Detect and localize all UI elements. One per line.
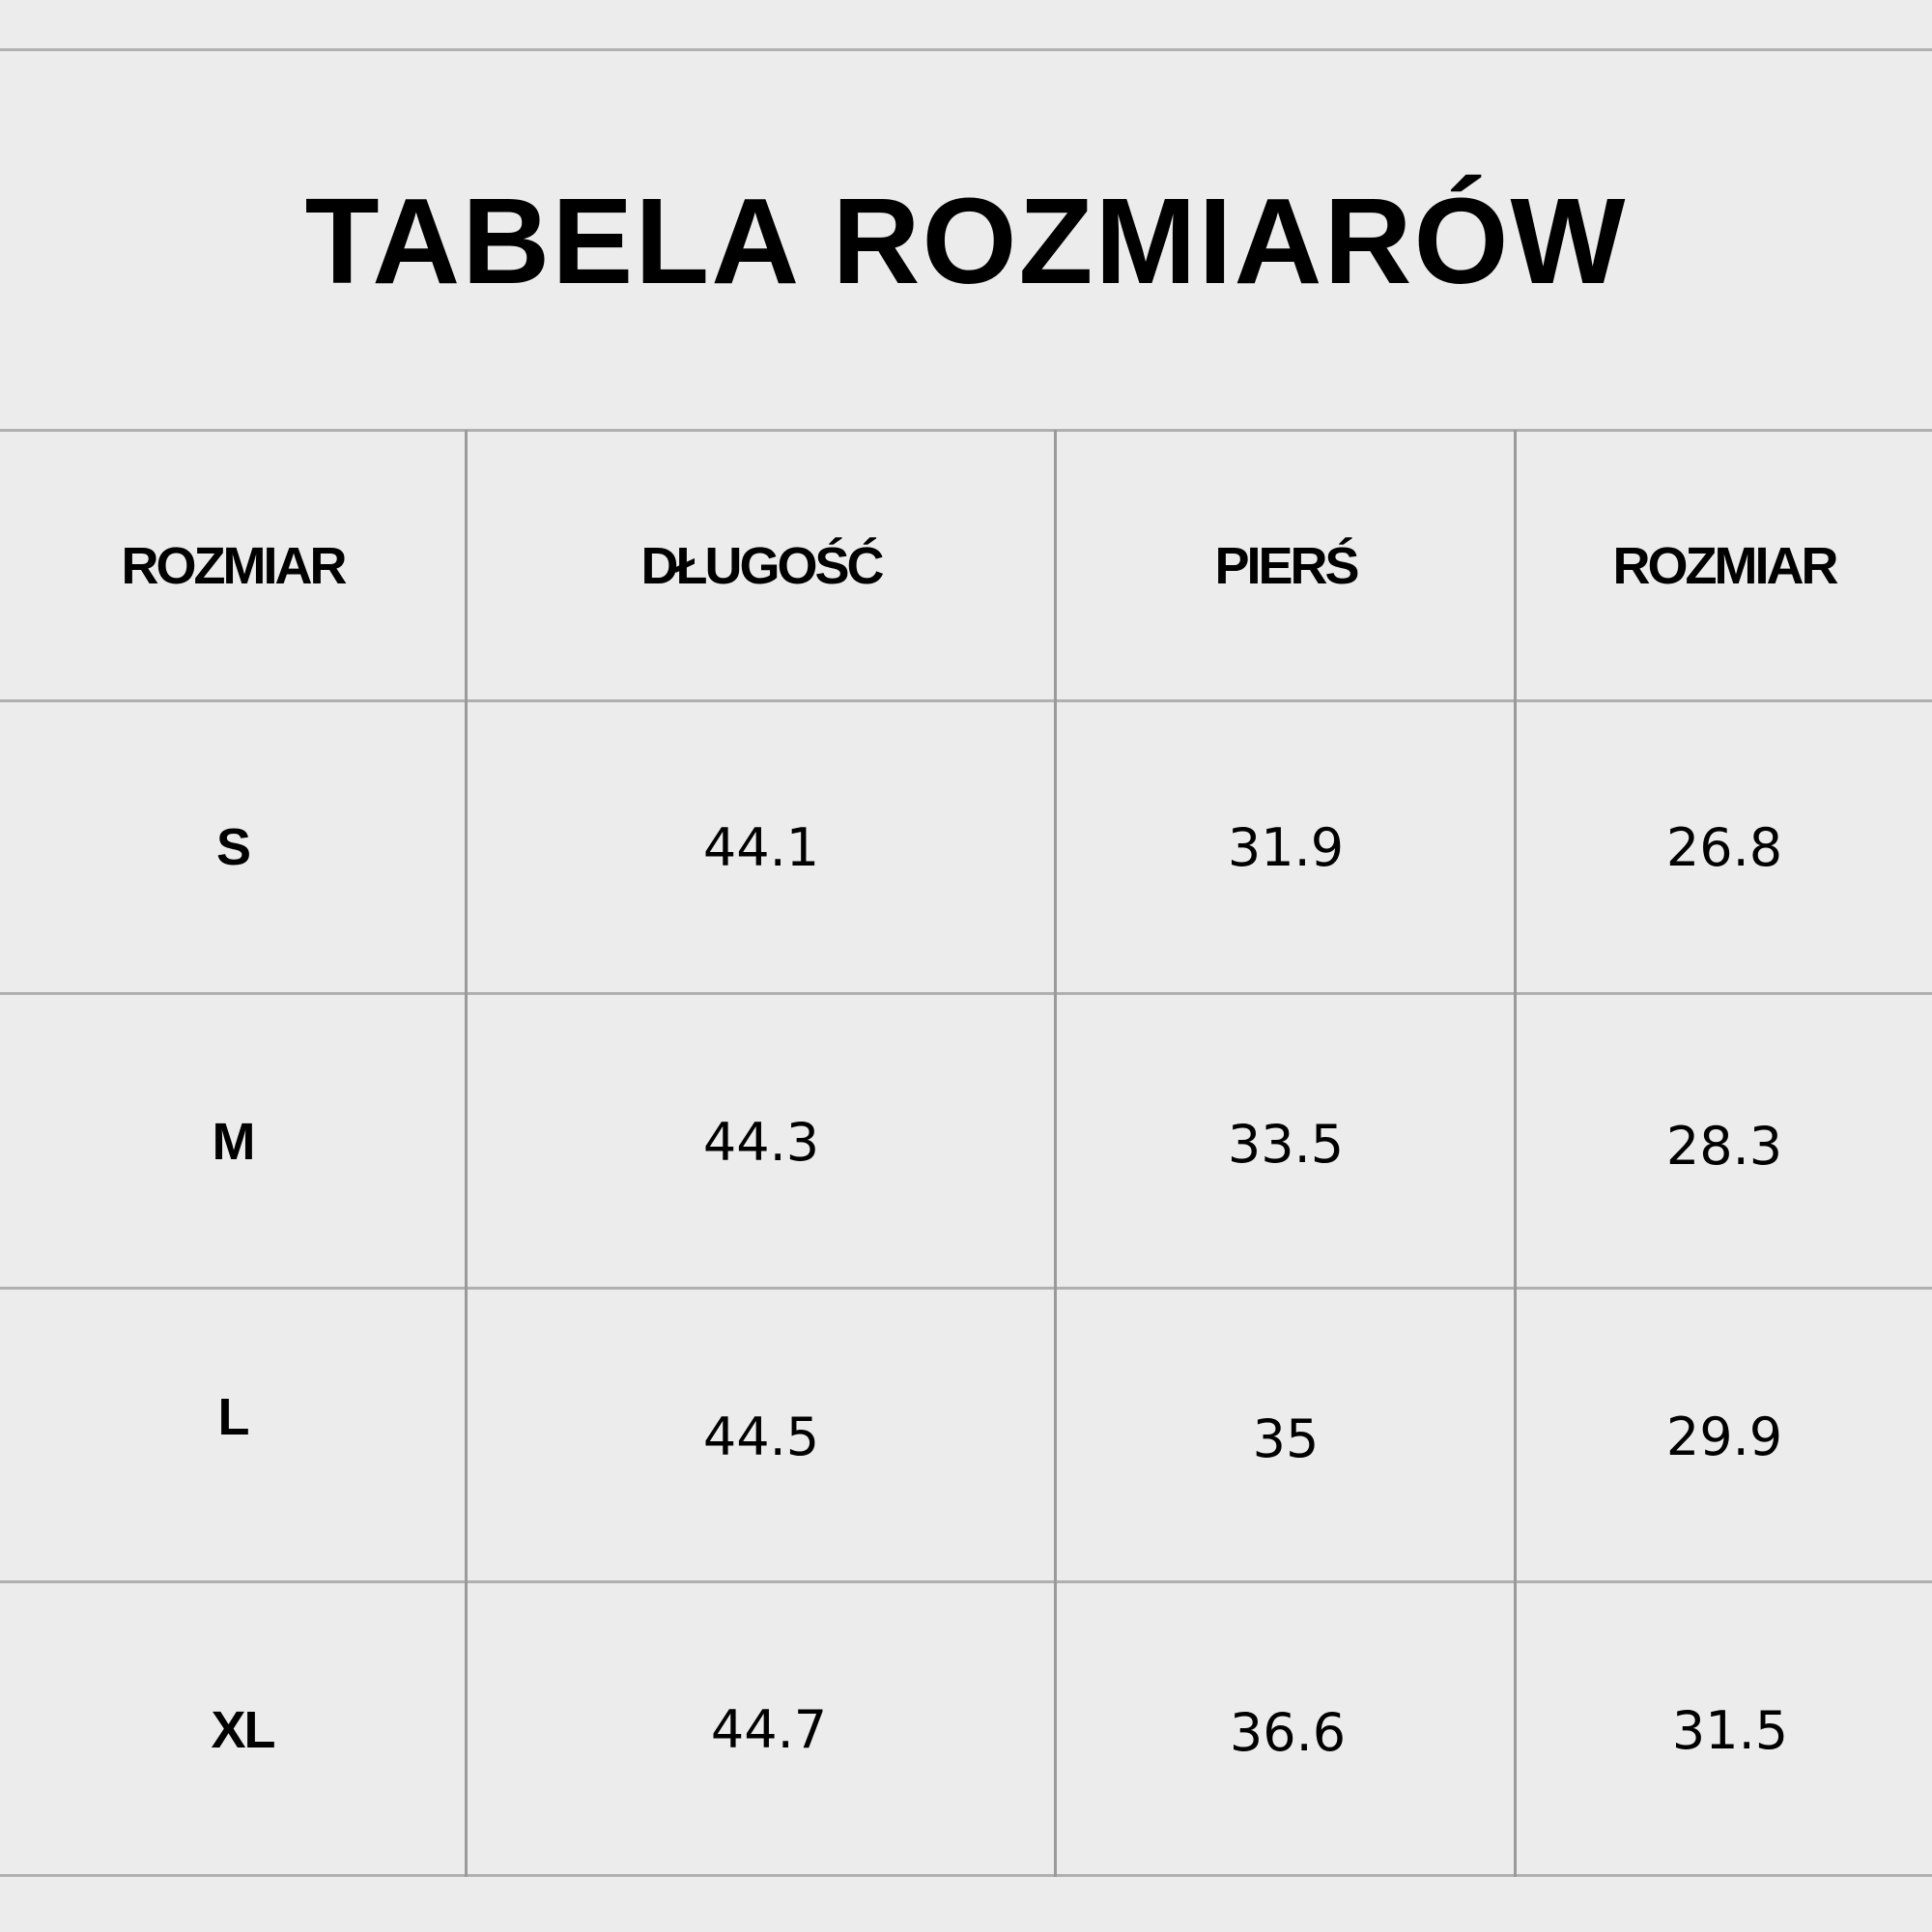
value-cell: 44.1 [702,816,820,878]
value-cell: 31.9 [1227,816,1345,878]
value-cell: 44.7 [710,1698,828,1760]
value-cell: 44.5 [702,1406,820,1467]
column-header: ROZMIAR [121,537,348,595]
value-cell: 44.3 [702,1111,820,1173]
table-line [1514,430,1517,1877]
page-title: TABELA ROZMIARÓW [304,173,1628,309]
value-cell: 29.9 [1665,1406,1783,1467]
value-cell: 28.3 [1665,1115,1783,1177]
column-header: PIERŚ [1214,537,1359,595]
table-line [0,1287,1932,1290]
table-line [465,430,468,1877]
table-line [0,1874,1932,1877]
table-line [0,699,1932,702]
table-line [1054,430,1057,1877]
table-line [0,429,1932,432]
value-cell: 26.8 [1665,816,1783,878]
table-line [0,1580,1932,1583]
size-cell: M [212,1113,256,1171]
value-cell: 36.6 [1229,1701,1347,1763]
size-cell: S [215,818,251,876]
table-line [0,992,1932,995]
top-divider [0,48,1932,51]
value-cell: 33.5 [1227,1113,1345,1175]
column-header: ROZMIAR [1612,537,1839,595]
value-cell: 35 [1252,1407,1320,1469]
size-cell: L [217,1388,250,1446]
value-cell: 31.5 [1671,1699,1789,1761]
column-header: DŁUGOŚĆ [640,537,885,595]
size-cell: XL [211,1701,275,1759]
